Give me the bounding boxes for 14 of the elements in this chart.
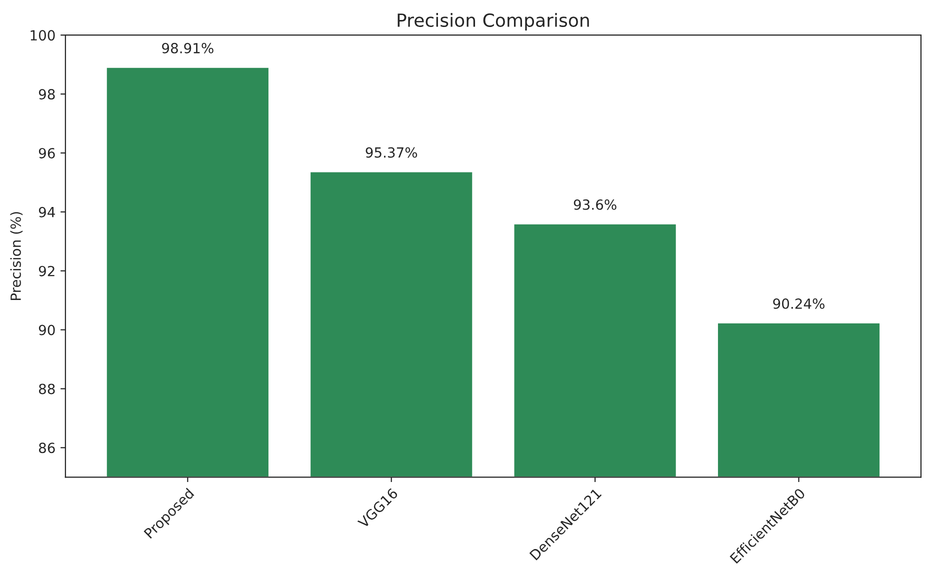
data-label: 93.6% (574, 199, 616, 210)
y-tick-label: 98 (38, 89, 55, 100)
y-axis-title: Precision (%) (10, 212, 23, 300)
y-tick-label: 100 (30, 30, 55, 41)
y-tick-label: 92 (38, 266, 54, 276)
y-tick-label: 94 (38, 206, 55, 218)
data-label: 95.37% (366, 147, 418, 158)
y-tick-label: 96 (38, 148, 55, 158)
y-tick-label: 86 (38, 442, 55, 454)
y-tick-label: 90 (38, 324, 55, 336)
data-label: 90.24% (773, 298, 824, 309)
chart-title: Precision Comparison (398, 13, 589, 31)
data-label: 98.91% (162, 42, 214, 54)
y-tick-label: 88 (38, 384, 55, 394)
